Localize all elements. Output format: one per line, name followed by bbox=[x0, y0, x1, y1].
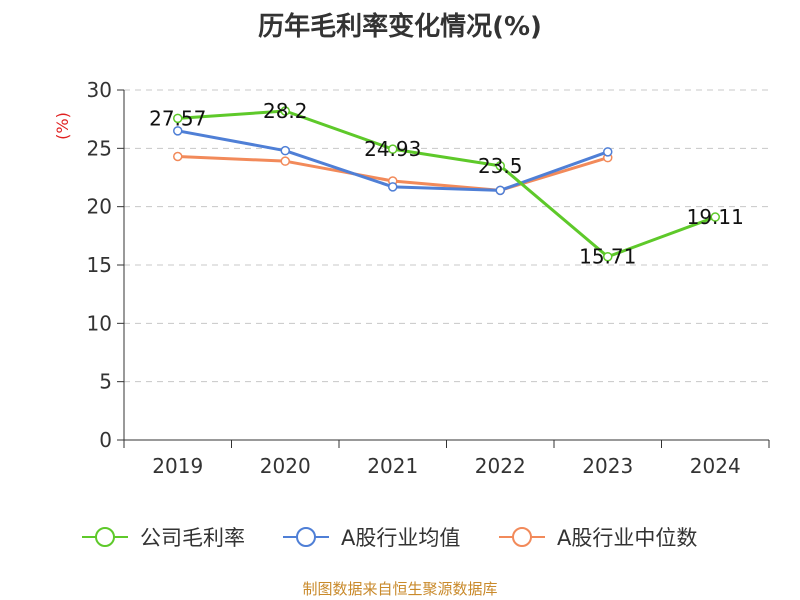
x-tick-label: 2022 bbox=[475, 454, 526, 478]
chart-title: 历年毛利率变化情况(%) bbox=[258, 12, 542, 42]
data-point bbox=[495, 161, 505, 171]
x-tick-label: 2023 bbox=[582, 454, 633, 478]
data-point bbox=[173, 126, 183, 136]
data-point bbox=[710, 212, 720, 222]
legend-marker bbox=[95, 527, 115, 547]
y-tick-label: 15 bbox=[87, 253, 112, 277]
legend-label: 公司毛利率 bbox=[140, 526, 245, 550]
x-tick-label: 2024 bbox=[690, 454, 741, 478]
legend-marker bbox=[296, 527, 316, 547]
legend-label: A股行业均值 bbox=[341, 526, 460, 550]
x-tick-label: 2021 bbox=[367, 454, 418, 478]
data-label: 24.93 bbox=[364, 137, 421, 161]
series-line bbox=[177, 109, 716, 259]
data-point bbox=[388, 144, 398, 154]
data-point bbox=[603, 147, 613, 157]
y-tick-label: 10 bbox=[87, 311, 112, 335]
data-label: 19.11 bbox=[687, 205, 744, 229]
data-label: 28.2 bbox=[263, 99, 308, 123]
y-tick-label: 25 bbox=[87, 136, 112, 160]
y-tick-label: 20 bbox=[87, 195, 112, 219]
data-source-note: 制图数据来自恒生聚源数据库 bbox=[302, 580, 498, 598]
y-tick-label: 0 bbox=[99, 428, 112, 452]
data-point bbox=[173, 113, 183, 124]
legend-marker bbox=[512, 527, 532, 547]
data-label: 15.71 bbox=[579, 245, 636, 269]
legend-label: A股行业中位数 bbox=[557, 526, 697, 550]
y-axis-unit-label: (%) bbox=[53, 112, 72, 140]
data-point bbox=[603, 251, 613, 262]
data-label: 27.57 bbox=[149, 106, 206, 130]
data-point bbox=[495, 185, 505, 196]
data-point bbox=[173, 151, 183, 162]
x-tick-label: 2020 bbox=[260, 454, 311, 478]
data-point bbox=[280, 145, 290, 156]
data-point bbox=[388, 182, 398, 192]
data-label: 23.5 bbox=[478, 154, 523, 178]
data-point bbox=[280, 106, 290, 116]
x-tick-label: 2019 bbox=[152, 454, 203, 478]
y-tick-label: 5 bbox=[99, 370, 112, 394]
data-point bbox=[280, 156, 290, 166]
y-tick-label: 30 bbox=[87, 78, 112, 102]
